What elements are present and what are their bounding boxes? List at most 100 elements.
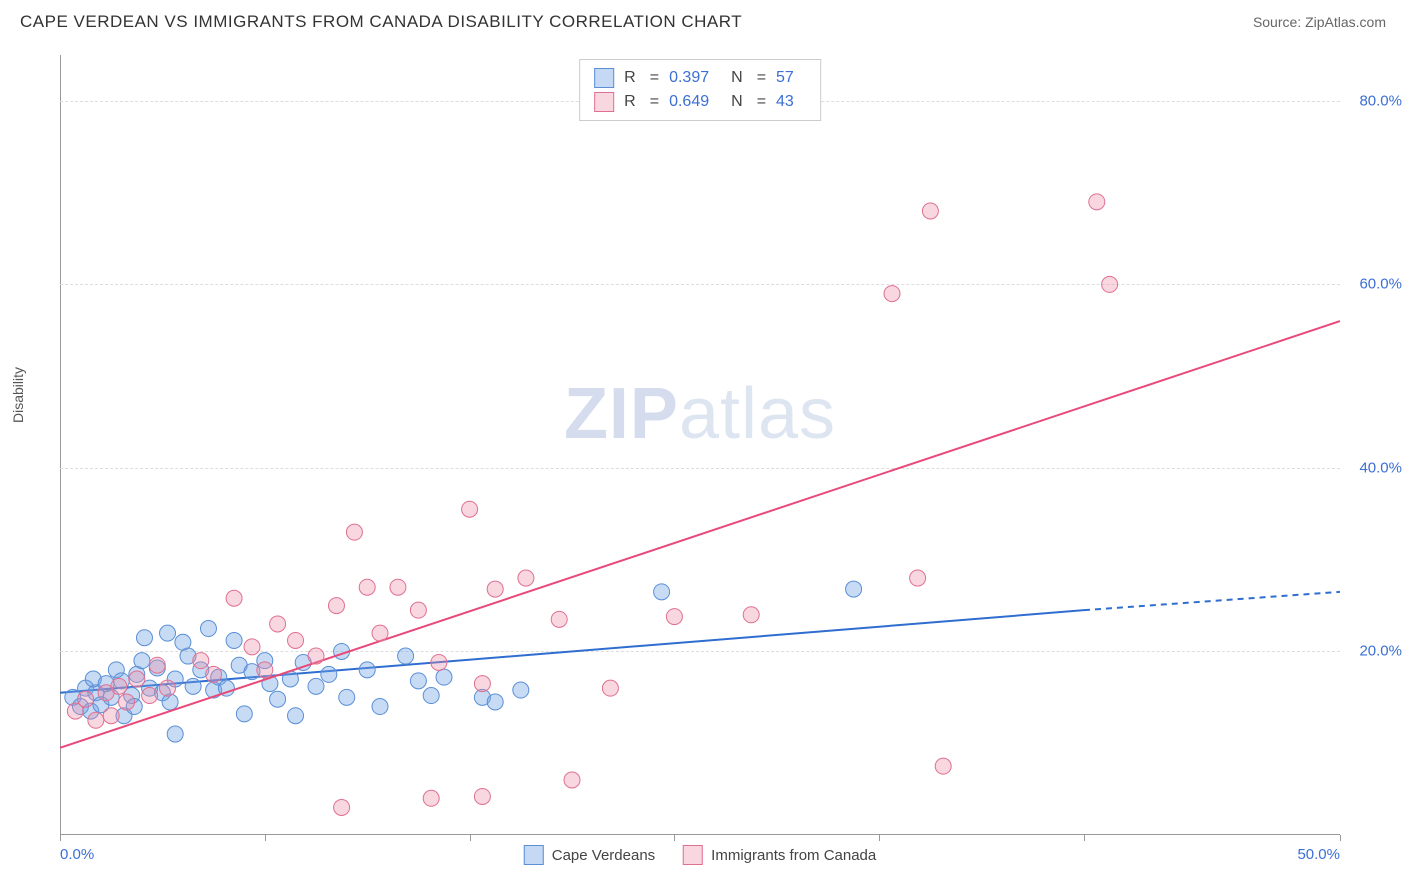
- data-point-immigrants_canada: [160, 680, 176, 696]
- legend-label-1: Cape Verdeans: [552, 847, 655, 864]
- data-point-cape_verdeans: [359, 662, 375, 678]
- regression-line-dashed-cape_verdeans: [1084, 592, 1340, 610]
- data-point-immigrants_canada: [270, 616, 286, 632]
- data-point-cape_verdeans: [398, 648, 414, 664]
- data-point-immigrants_canada: [119, 694, 135, 710]
- data-point-immigrants_canada: [423, 790, 439, 806]
- data-point-cape_verdeans: [175, 634, 191, 650]
- legend-item-2: Immigrants from Canada: [683, 845, 876, 865]
- data-point-immigrants_canada: [602, 680, 618, 696]
- data-point-immigrants_canada: [518, 570, 534, 586]
- regression-line-immigrants_canada: [60, 321, 1340, 748]
- data-point-immigrants_canada: [206, 666, 222, 682]
- data-point-immigrants_canada: [666, 609, 682, 625]
- x-tick: [674, 835, 675, 841]
- stat-r-1: 0.397: [669, 69, 709, 87]
- data-point-immigrants_canada: [193, 653, 209, 669]
- data-point-immigrants_canada: [142, 688, 158, 704]
- x-tick-min: 0.0%: [60, 846, 94, 863]
- data-point-cape_verdeans: [321, 666, 337, 682]
- data-point-immigrants_canada: [935, 758, 951, 774]
- data-point-cape_verdeans: [308, 678, 324, 694]
- x-tick-max: 50.0%: [1297, 846, 1340, 863]
- data-point-immigrants_canada: [474, 788, 490, 804]
- data-point-immigrants_canada: [551, 611, 567, 627]
- data-point-cape_verdeans: [436, 669, 452, 685]
- data-point-cape_verdeans: [410, 673, 426, 689]
- data-point-immigrants_canada: [88, 712, 104, 728]
- data-point-immigrants_canada: [328, 598, 344, 614]
- y-tick-label: 40.0%: [1359, 459, 1402, 476]
- data-point-immigrants_canada: [1089, 194, 1105, 210]
- data-point-cape_verdeans: [136, 630, 152, 646]
- x-tick: [1084, 835, 1085, 841]
- x-tick: [265, 835, 266, 841]
- data-point-immigrants_canada: [244, 639, 260, 655]
- legend-label-2: Immigrants from Canada: [711, 847, 876, 864]
- stats-legend: R= 0.397 N= 57 R= 0.649 N= 43: [579, 59, 821, 121]
- data-point-cape_verdeans: [162, 694, 178, 710]
- data-point-cape_verdeans: [200, 621, 216, 637]
- data-point-immigrants_canada: [474, 676, 490, 692]
- data-point-immigrants_canada: [78, 691, 94, 707]
- stat-n-1: 57: [776, 69, 794, 87]
- data-point-immigrants_canada: [359, 579, 375, 595]
- swatch-blue: [594, 68, 614, 88]
- y-tick-label: 80.0%: [1359, 92, 1402, 109]
- data-point-cape_verdeans: [167, 726, 183, 742]
- data-point-cape_verdeans: [339, 689, 355, 705]
- data-point-immigrants_canada: [487, 581, 503, 597]
- data-point-immigrants_canada: [410, 602, 426, 618]
- data-point-cape_verdeans: [372, 699, 388, 715]
- data-point-immigrants_canada: [462, 501, 478, 517]
- x-tick: [470, 835, 471, 841]
- swatch-pink-icon: [683, 845, 703, 865]
- data-point-cape_verdeans: [226, 632, 242, 648]
- data-point-cape_verdeans: [270, 691, 286, 707]
- data-point-immigrants_canada: [743, 607, 759, 623]
- data-point-immigrants_canada: [431, 654, 447, 670]
- chart-area: Disability ZIPatlas R= 0.397 N= 57 R= 0.…: [60, 55, 1340, 835]
- data-point-immigrants_canada: [910, 570, 926, 586]
- data-point-immigrants_canada: [334, 799, 350, 815]
- x-tick: [879, 835, 880, 841]
- data-point-immigrants_canada: [257, 662, 273, 678]
- data-point-cape_verdeans: [288, 708, 304, 724]
- data-point-cape_verdeans: [160, 625, 176, 641]
- data-point-immigrants_canada: [1102, 276, 1118, 292]
- data-point-immigrants_canada: [372, 625, 388, 641]
- data-point-immigrants_canada: [308, 648, 324, 664]
- data-point-immigrants_canada: [129, 671, 145, 687]
- data-point-immigrants_canada: [226, 590, 242, 606]
- legend-item-1: Cape Verdeans: [524, 845, 655, 865]
- data-point-immigrants_canada: [111, 678, 127, 694]
- data-point-immigrants_canada: [103, 708, 119, 724]
- stats-row-series-2: R= 0.649 N= 43: [594, 90, 806, 114]
- data-point-cape_verdeans: [236, 706, 252, 722]
- data-point-cape_verdeans: [185, 678, 201, 694]
- data-point-immigrants_canada: [288, 632, 304, 648]
- data-point-cape_verdeans: [487, 694, 503, 710]
- data-point-cape_verdeans: [423, 688, 439, 704]
- y-tick-label: 60.0%: [1359, 276, 1402, 293]
- y-axis-label: Disability: [10, 367, 26, 423]
- stats-row-series-1: R= 0.397 N= 57: [594, 66, 806, 90]
- source-attribution: Source: ZipAtlas.com: [1253, 14, 1386, 30]
- scatter-plot: [60, 55, 1340, 835]
- data-point-immigrants_canada: [346, 524, 362, 540]
- data-point-immigrants_canada: [884, 286, 900, 302]
- swatch-blue-icon: [524, 845, 544, 865]
- x-tick: [60, 835, 61, 841]
- stat-r-2: 0.649: [669, 93, 709, 111]
- x-tick: [1340, 835, 1341, 841]
- data-point-immigrants_canada: [390, 579, 406, 595]
- stat-n-2: 43: [776, 93, 794, 111]
- y-tick-label: 20.0%: [1359, 643, 1402, 660]
- data-point-cape_verdeans: [134, 653, 150, 669]
- swatch-pink: [594, 92, 614, 112]
- data-point-cape_verdeans: [846, 581, 862, 597]
- data-point-immigrants_canada: [564, 772, 580, 788]
- chart-title: CAPE VERDEAN VS IMMIGRANTS FROM CANADA D…: [20, 12, 742, 32]
- data-point-immigrants_canada: [922, 203, 938, 219]
- data-point-cape_verdeans: [654, 584, 670, 600]
